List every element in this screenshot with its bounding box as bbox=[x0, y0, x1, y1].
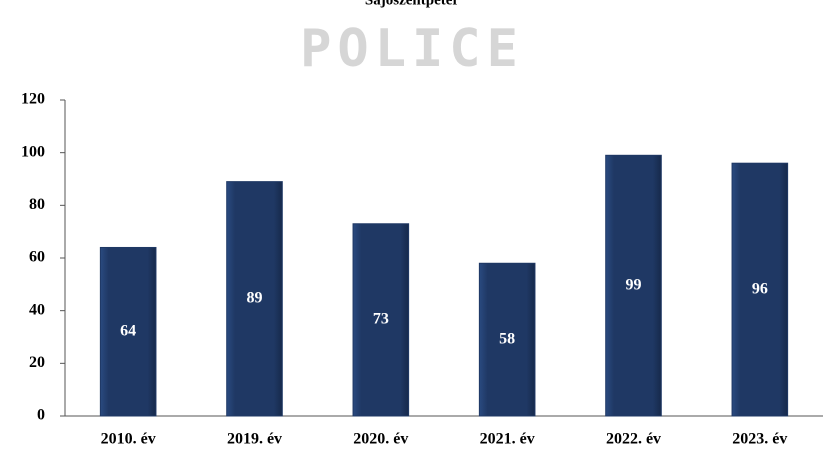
data-label: 73 bbox=[373, 311, 389, 328]
y-tick-label: 100 bbox=[21, 143, 45, 160]
data-label: 99 bbox=[626, 276, 642, 293]
data-label: 58 bbox=[499, 330, 515, 347]
y-tick-label: 20 bbox=[29, 354, 45, 371]
x-tick-label: 2022. év bbox=[606, 431, 661, 448]
x-tick-label: 2019. év bbox=[227, 431, 282, 448]
chart: POLICE Sajószentpéter 0 20 40 60 80 100 120 201… bbox=[0, 0, 823, 453]
chart-title: Sajószentpéter bbox=[365, 0, 459, 8]
watermark: POLICE bbox=[300, 19, 524, 79]
data-label: 64 bbox=[120, 322, 136, 339]
y-tick-label: 40 bbox=[29, 301, 45, 318]
y-tick-label: 80 bbox=[29, 196, 45, 213]
x-tick-label: 2020. év bbox=[353, 431, 408, 448]
data-label: 96 bbox=[752, 280, 768, 297]
x-tick-label: 2010. év bbox=[101, 431, 156, 448]
y-tick-label: 120 bbox=[21, 91, 45, 108]
x-tick-label: 2023. év bbox=[732, 431, 787, 448]
x-tick-label: 2021. év bbox=[480, 431, 535, 448]
y-tick-label: 60 bbox=[29, 249, 45, 266]
data-label: 89 bbox=[247, 289, 263, 306]
y-tick-label: 0 bbox=[37, 407, 45, 424]
